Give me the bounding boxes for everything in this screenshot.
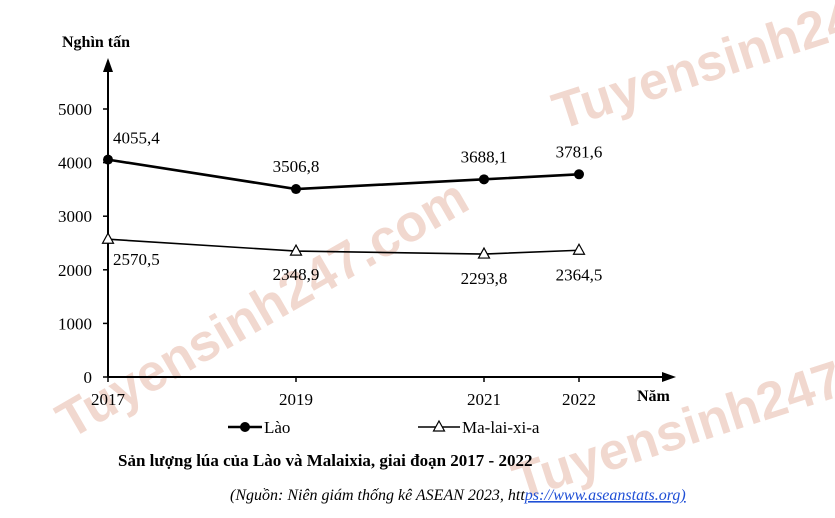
legend: Lào Ma-lai-xi-a <box>228 418 540 437</box>
data-point-lao <box>103 154 113 165</box>
axes <box>103 58 676 382</box>
source-note: (Nguồn: Niên giám thống kê ASEAN 2023, h… <box>230 487 686 504</box>
x-tick-label: 2017 <box>91 390 126 409</box>
y-tick-label: 0 <box>84 368 93 387</box>
series-layer: 4055,4 3506,8 3688,1 3781,6 2570,5 2348,9 2293… <box>101 129 603 288</box>
data-point-lao <box>291 184 301 195</box>
legend-marker-lao <box>240 422 250 432</box>
tick-labels: 0 1000 2000 3000 4000 5000 2017 2019 2021 2022 <box>58 100 596 409</box>
data-point-malaysia <box>289 243 303 256</box>
x-tick-label: 2022 <box>562 390 596 409</box>
data-label-lao: 3506,8 <box>273 157 320 176</box>
chart-caption: Sản lượng lúa của Lào và Malaixia, giai … <box>118 451 532 470</box>
y-tick-label: 2000 <box>58 261 92 280</box>
data-label-malaysia: 2570,5 <box>113 250 160 269</box>
y-tick-label: 1000 <box>58 314 92 333</box>
y-tick-label: 4000 <box>58 154 92 173</box>
data-label-malaysia: 2348,9 <box>273 265 320 284</box>
data-label-lao: 3688,1 <box>461 147 508 166</box>
x-tick-label: 2021 <box>467 390 501 409</box>
legend-label-malaysia: Ma-lai-xi-a <box>462 418 540 437</box>
data-label-lao: 4055,4 <box>113 129 160 148</box>
watermark-bottom: Tuyensinh247.com <box>506 313 835 512</box>
y-tick-label: 5000 <box>58 100 92 119</box>
source-link[interactable]: ps://www.aseanstats.org) <box>524 487 686 504</box>
data-point-lao <box>574 169 584 180</box>
x-tick-label: 2019 <box>279 390 313 409</box>
x-axis-arrow <box>662 372 676 382</box>
source-prefix: (Nguồn: Niên giám thống kê ASEAN 2023, h… <box>230 487 525 504</box>
x-axis-title: Năm <box>637 388 671 405</box>
data-label-lao: 3781,6 <box>556 142 603 161</box>
watermark-layer: Tuyensinh247 Tuyensinh247.com Tuyensinh2… <box>47 0 835 511</box>
data-label-malaysia: 2364,5 <box>556 265 603 284</box>
series-line-malaysia <box>107 238 580 255</box>
watermark-top: Tuyensinh247 <box>546 0 835 141</box>
y-tick-label: 3000 <box>58 207 92 226</box>
series-line-lao <box>107 158 580 191</box>
data-point-malaysia <box>101 231 115 244</box>
y-axis-arrow <box>103 58 113 72</box>
data-point-malaysia <box>477 246 491 259</box>
legend-label-lao: Lào <box>264 418 290 437</box>
y-axis-title: Nghìn tấn <box>62 34 130 51</box>
data-point-lao <box>479 174 489 185</box>
data-point-malaysia <box>572 243 586 255</box>
data-label-malaysia: 2293,8 <box>461 269 508 288</box>
legend-marker-malaysia <box>432 419 446 432</box>
